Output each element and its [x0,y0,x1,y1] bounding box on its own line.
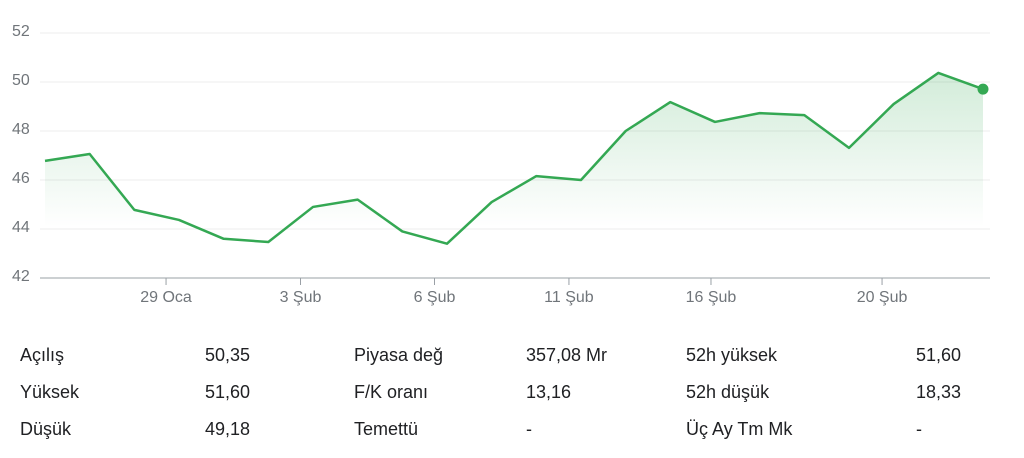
stat-value: 13,16 [526,382,571,402]
y-tick-label: 48 [12,121,30,138]
stat-value: 357,08 Mr [526,345,607,365]
stat-label: Temettü [354,419,418,439]
stat-label: 52h yüksek [686,345,778,365]
x-tick-label: 20 Şub [857,289,908,306]
x-tick-label: 11 Şub [544,289,594,306]
x-tick-label: 29 Oca [140,289,192,306]
stat-value: 51,60 [916,345,961,365]
stat-label: Piyasa değ [354,345,443,365]
stat-value: 18,33 [916,382,961,402]
last-point [977,83,989,95]
y-tick-label: 50 [12,72,30,89]
stat-value: 51,60 [205,382,250,402]
x-tick-label: 16 Şub [686,289,737,306]
stat-label: Açılış [20,345,64,365]
stat-value: - [916,419,922,439]
stat-label: Üç Ay Tm Mk [686,419,793,439]
y-tick-label: 46 [12,170,30,187]
price-line [44,71,984,245]
stat-label: 52h düşük [686,382,770,402]
x-tick-label: 3 Şub [280,289,322,306]
stat-label: Yüksek [20,382,80,402]
y-tick-label: 44 [12,219,30,236]
stat-value: 50,35 [205,345,250,365]
stat-value: 49,18 [205,419,250,439]
x-tick-label: 6 Şub [414,289,456,306]
stat-label: Düşük [20,419,72,439]
stat-label: F/K oranı [354,382,428,402]
stat-value: - [526,419,532,439]
area [45,72,983,278]
y-tick-label: 42 [12,268,30,285]
y-tick-label: 52 [12,23,30,40]
